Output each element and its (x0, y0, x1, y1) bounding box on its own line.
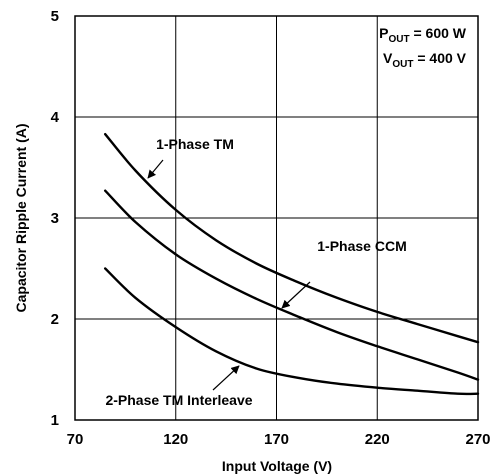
series-line-1-phase-tm (104, 133, 480, 344)
y-axis-title: Capacitor Ripple Current (A) (13, 123, 29, 312)
plot-frame (74, 15, 479, 421)
series-line-2-phase-tm-interleave (104, 267, 480, 396)
tick-labels: 70 120 170 220 270 1 2 3 4 5 (51, 8, 491, 448)
y-tick-label: 5 (51, 8, 59, 25)
grid (74, 15, 479, 421)
series-label-1-phase-tm: 1-Phase TM (156, 136, 234, 152)
x-tick-label: 70 (67, 431, 84, 448)
callout-arrow-2-phase-tm-interleave (212, 365, 240, 391)
x-tick-label: 120 (163, 431, 188, 448)
y-tick-label: 4 (51, 109, 60, 126)
y-tick-label: 1 (51, 412, 59, 429)
x-axis-title: Input Voltage (V) (222, 458, 332, 474)
y-tick-label: 3 (51, 210, 59, 227)
vout-annotation: VOUT = 400 V (383, 50, 467, 70)
callout-arrow-1-phase-ccm (281, 281, 311, 309)
x-tick-label: 170 (264, 431, 289, 448)
series-label-2-phase-tm-interleave: 2-Phase TM Interleave (105, 392, 252, 408)
pout-annotation: POUT = 600 W (379, 25, 467, 45)
series-lines (104, 133, 480, 396)
series-label-1-phase-ccm: 1-Phase CCM (317, 238, 406, 254)
callout-arrow-1-phase-tm (147, 159, 164, 179)
series-line-1-phase-ccm (104, 189, 480, 381)
y-tick-label: 2 (51, 311, 59, 328)
x-tick-label: 270 (465, 431, 490, 448)
x-tick-label: 220 (365, 431, 390, 448)
